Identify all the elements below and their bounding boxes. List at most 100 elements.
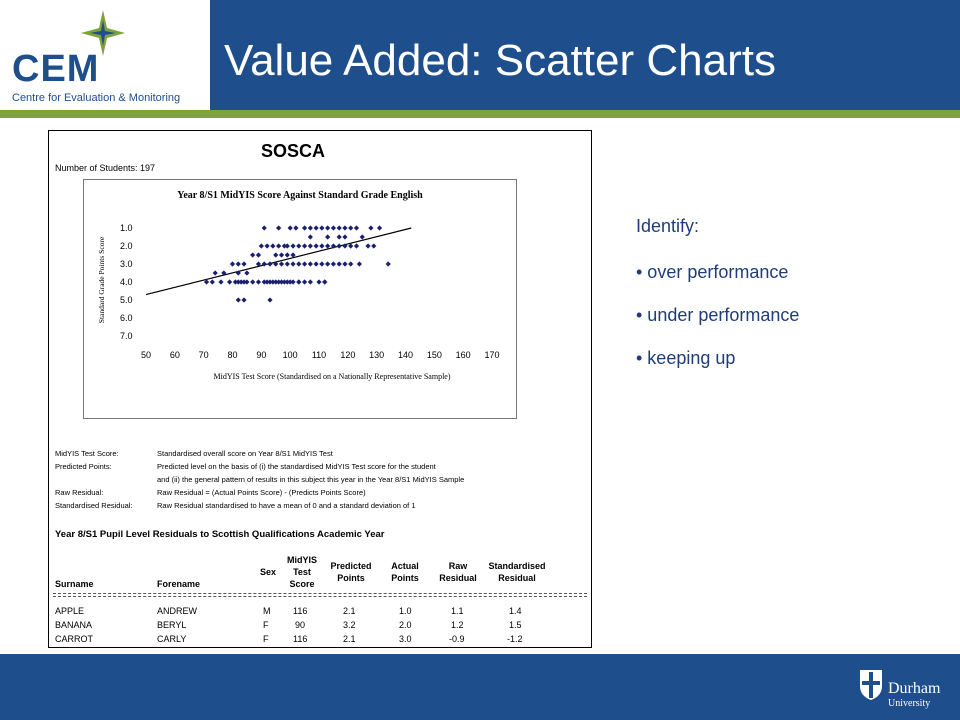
data-point — [301, 261, 308, 267]
cell-score: 116 — [293, 634, 308, 644]
data-point — [368, 225, 374, 231]
column-header-surname: Surname — [55, 579, 94, 589]
data-point — [264, 279, 270, 285]
definition-text: Raw Residual standardised to have a mean… — [157, 501, 416, 510]
data-point — [221, 270, 227, 276]
data-point — [319, 243, 325, 249]
data-point — [203, 279, 210, 285]
number-of-students: Number of Students: 197 — [55, 163, 156, 173]
data-point — [336, 225, 342, 231]
column-header-predicted-line2: Points — [337, 573, 365, 583]
data-point — [325, 234, 331, 240]
column-header-midyis-line1: MidYIS — [286, 555, 317, 565]
cell-surname: CARROT — [55, 634, 93, 644]
x-tick-label: 120 — [340, 350, 355, 360]
data-point — [209, 279, 215, 285]
cell-surname: BANANA — [55, 620, 93, 630]
cell-standardised-residual: 1.5 — [509, 620, 522, 630]
data-point — [348, 243, 354, 249]
cell-sex: M — [263, 606, 271, 616]
data-point — [276, 225, 282, 231]
data-point — [261, 261, 267, 267]
data-point — [313, 225, 319, 231]
column-header-midyis-line3: Score — [289, 579, 315, 589]
x-tick-label: 110 — [312, 350, 326, 360]
data-point — [278, 261, 285, 267]
cell-surname: APPLE — [55, 606, 85, 616]
data-point — [255, 261, 262, 267]
data-point — [273, 279, 279, 285]
data-point — [235, 297, 241, 303]
data-point — [376, 225, 383, 231]
cell-actual: 3.0 — [399, 634, 412, 644]
data-point — [229, 261, 236, 267]
data-point — [267, 261, 273, 267]
table-title: Year 8/S1 Pupil Level Residuals to Scott… — [55, 529, 385, 540]
y-tick-label: 7.0 — [120, 331, 133, 341]
definition-term: Predicted Points: — [55, 462, 112, 471]
logo-letters: CEM — [12, 48, 100, 90]
x-tick-label: 130 — [369, 350, 384, 360]
data-point — [348, 261, 354, 267]
x-tick-label: 160 — [456, 350, 471, 360]
data-point — [353, 225, 360, 231]
cell-forename: CARLY — [157, 634, 187, 644]
definition-term: MidYIS Test Score: — [55, 449, 119, 458]
data-point — [227, 279, 233, 285]
data-point — [353, 243, 360, 249]
cell-score: 90 — [295, 620, 306, 630]
data-point — [322, 279, 328, 285]
x-tick-label: 80 — [227, 350, 237, 360]
x-tick-label: 90 — [256, 350, 266, 360]
y-tick-label: 3.0 — [120, 259, 133, 269]
table-divider — [53, 596, 587, 597]
data-point — [244, 270, 250, 276]
data-point — [330, 261, 337, 267]
data-point — [267, 279, 273, 285]
data-point — [284, 261, 290, 267]
data-point — [287, 279, 293, 285]
durham-university-sub: University — [888, 698, 931, 709]
data-point — [301, 279, 308, 285]
data-point — [290, 243, 296, 249]
chart-ylabel: Standard Grade Points Score — [97, 236, 106, 323]
cell-predicted: 2.1 — [343, 634, 356, 644]
slide-title: Value Added: Scatter Charts — [224, 36, 776, 85]
column-header-raw-line2: Residual — [439, 573, 477, 583]
data-point — [241, 261, 247, 267]
cell-sex: F — [263, 620, 269, 630]
data-point — [290, 261, 296, 267]
data-point — [261, 279, 267, 285]
data-point — [336, 261, 342, 267]
data-point — [276, 279, 282, 285]
data-point — [235, 261, 241, 267]
scatter-chart-frame: Year 8/S1 MidYIS Score Against Standard … — [83, 179, 517, 419]
data-point — [244, 279, 250, 285]
data-point — [342, 225, 348, 231]
data-point — [296, 279, 302, 285]
data-point — [313, 261, 319, 267]
definition-term: Standardised Residual: — [55, 501, 133, 510]
data-point — [313, 243, 319, 249]
header-accent-stripe — [0, 110, 960, 118]
data-point — [278, 279, 285, 285]
data-point — [267, 297, 273, 303]
y-tick-label: 1.0 — [120, 223, 133, 233]
column-header-actual-line1: Actual — [391, 561, 419, 571]
cell-predicted: 3.2 — [343, 620, 356, 630]
y-tick-label: 6.0 — [120, 313, 133, 323]
chart-xlabel: MidYIS Test Score (Standardised on a Nat… — [213, 372, 450, 381]
data-point — [290, 279, 296, 285]
chart-title: Year 8/S1 MidYIS Score Against Standard … — [177, 190, 423, 201]
data-point — [342, 261, 348, 267]
column-header-standardised-line1: Standardised — [488, 561, 546, 571]
logo-subtitle: Centre for Evaluation & Monitoring — [12, 92, 181, 104]
data-point — [385, 261, 391, 267]
cell-actual: 2.0 — [399, 620, 412, 630]
data-point — [336, 243, 342, 249]
identify-item-over-performance: • over performance — [636, 262, 789, 282]
star-icon — [81, 10, 125, 56]
data-point — [281, 243, 287, 249]
data-point — [307, 279, 313, 285]
cell-raw-residual: -0.9 — [449, 634, 465, 644]
